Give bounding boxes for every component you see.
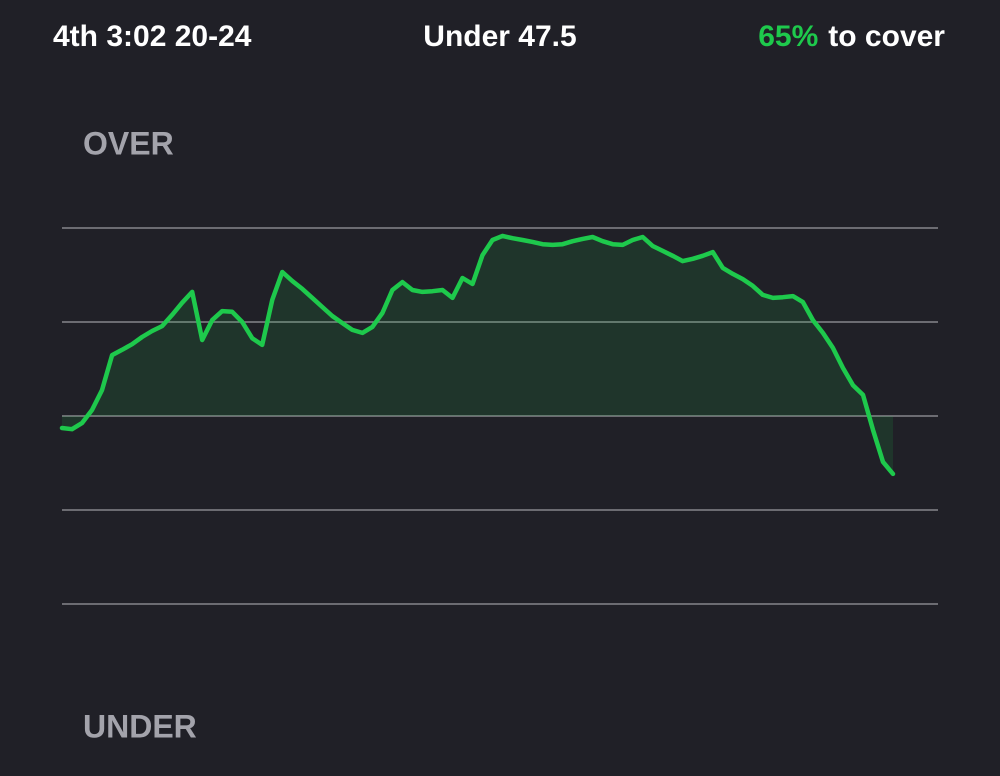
cover-label: to cover xyxy=(828,20,945,53)
over-label: OVER xyxy=(83,125,174,161)
game-clock: 4th 3:02 20-24 xyxy=(53,20,252,53)
line xyxy=(59,233,896,477)
cover-text: 65% to cover xyxy=(758,20,945,53)
bet-line: Under 47.5 xyxy=(423,20,576,53)
cover-percent: 65% xyxy=(758,20,818,53)
under-label: UNDER xyxy=(83,708,197,744)
area xyxy=(62,235,893,474)
